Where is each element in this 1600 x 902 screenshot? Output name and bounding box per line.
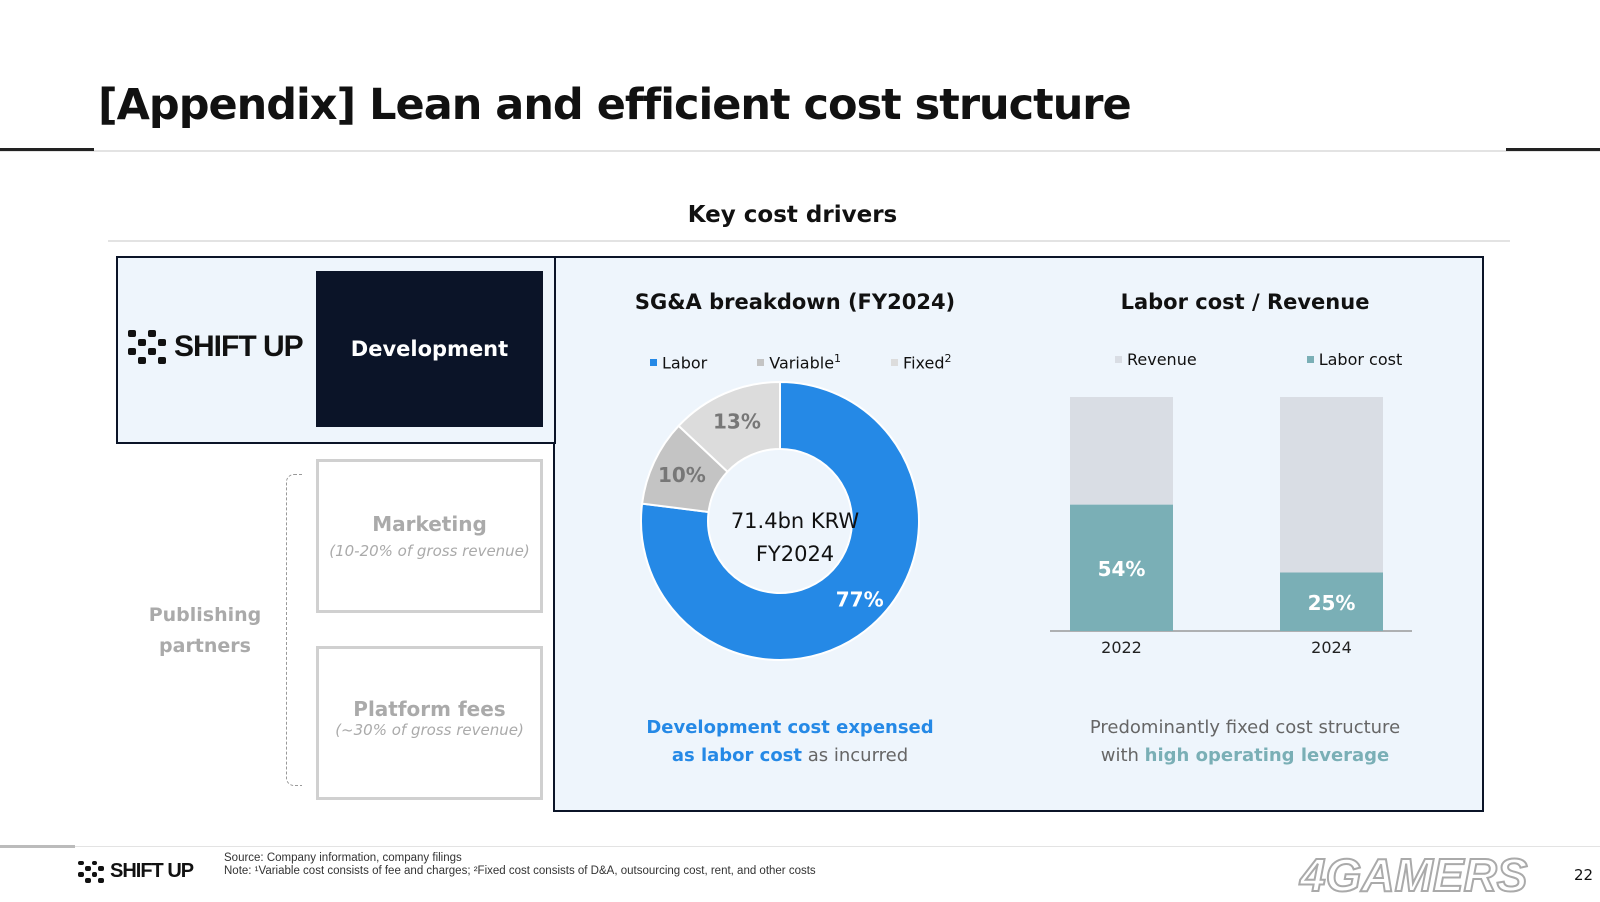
checker-logo-icon: [128, 330, 166, 364]
bar-legend: Revenue Labor cost: [1115, 350, 1402, 369]
bar-title: Labor cost / Revenue: [1120, 290, 1370, 314]
center-year: FY2024: [755, 542, 835, 566]
marketing-title: Marketing: [372, 512, 487, 536]
pie-label-fixed: 13%: [713, 409, 761, 433]
section-divider: [108, 240, 1510, 242]
pie-legend: Labor Variable1 Fixed2: [650, 352, 952, 372]
footnote: Note: ¹Variable cost consists of fee and…: [224, 865, 816, 877]
legend-swatch: [1115, 356, 1122, 363]
shiftup-logo: SHIFT UP: [128, 330, 304, 364]
legend-label: Labor cost: [1318, 350, 1403, 369]
bar-revenue-2022: [1070, 397, 1173, 505]
bar-chart: 54% 2022 25% 2024: [1050, 397, 1412, 657]
caption-pre: with: [1100, 745, 1145, 766]
divider-accent-left: [0, 148, 94, 151]
legend-swatch: [1306, 356, 1314, 363]
donut-chart: 77% 10% 13%: [640, 381, 920, 661]
legend-labor: Labor: [650, 352, 707, 372]
marketing-box: Marketing (10-20% of gross revenue): [316, 459, 543, 613]
x-tick-2022: 2022: [1101, 638, 1142, 657]
platform-sub: (~30% of gross revenue): [335, 721, 524, 739]
checker-logo-icon: [78, 860, 104, 883]
section-title: Key cost drivers: [687, 202, 898, 228]
pie-caption: Development cost expensed as labor cost …: [600, 714, 980, 770]
marketing-sub: (10-20% of gross revenue): [329, 542, 530, 560]
page-title: [Appendix] Lean and efficient cost struc…: [98, 80, 1132, 130]
caption-rest: as incurred: [802, 745, 909, 766]
legend-label: Revenue: [1127, 350, 1197, 369]
pie-slice-fixed: [677, 381, 781, 474]
legend-swatch: [891, 358, 899, 366]
legend-fixed: Fixed2: [891, 352, 952, 373]
bar-label-2024: 25%: [1308, 591, 1356, 615]
footer-logo: SHIFT UP: [78, 860, 194, 883]
pie-title: SG&A breakdown (FY2024): [634, 290, 956, 314]
bar-caption: Predominantly fixed cost structure with …: [1045, 714, 1445, 770]
source-note: Source: Company information, company fil…: [224, 852, 462, 864]
footer-brand: SHIFT UP: [110, 860, 194, 882]
title-divider: [0, 150, 1600, 152]
donut-center: 71.4bn KRW FY2024: [700, 505, 890, 571]
bar-labor-2024: [1280, 572, 1383, 631]
x-tick-2024: 2024: [1311, 638, 1352, 657]
legend-label: Fixed2: [903, 352, 952, 373]
footnotes: Source: Company information, company fil…: [224, 852, 816, 878]
legend-revenue: Revenue: [1115, 350, 1197, 369]
watermark: 4GAMERS: [1299, 848, 1528, 902]
platform-box: Platform fees (~30% of gross revenue): [316, 646, 543, 800]
bar-label-2022: 54%: [1098, 557, 1146, 581]
legend-swatch: [650, 358, 657, 366]
divider-accent-right: [1506, 148, 1600, 151]
caption-highlight-2: as labor cost: [671, 745, 803, 766]
caption-highlight: high operating leverage: [1144, 745, 1390, 766]
publishing-label: Publishing partners: [148, 604, 262, 657]
pie-slice-labor: [640, 381, 920, 661]
legend-labor-cost: Labor cost: [1306, 350, 1403, 369]
legend-swatch: [757, 358, 765, 366]
pie-label-variable: 10%: [658, 463, 706, 487]
platform-title: Platform fees: [353, 697, 506, 721]
bracket: [286, 474, 302, 786]
legend-variable: Variable1: [757, 352, 841, 372]
legend-label: Variable1: [769, 352, 842, 373]
page-number: 22: [1574, 866, 1594, 884]
caption-line1: Predominantly fixed cost structure: [1089, 717, 1401, 738]
bar-labor-2022: [1070, 504, 1173, 631]
bar-revenue-2024: [1280, 397, 1383, 573]
pie-label-labor: 77%: [836, 588, 884, 612]
caption-highlight: Development cost expensed: [646, 717, 934, 738]
center-amount: 71.4bn KRW: [730, 509, 860, 533]
legend-label: Labor: [662, 353, 708, 373]
brand-name: SHIFT UP: [174, 330, 304, 363]
development-box: Development: [316, 271, 543, 427]
